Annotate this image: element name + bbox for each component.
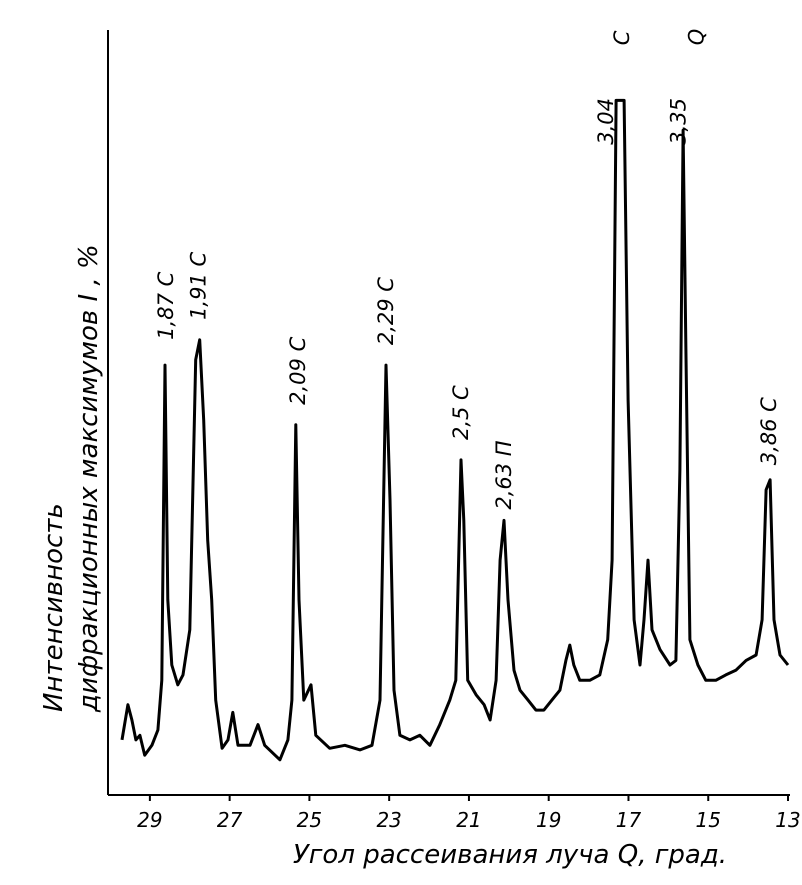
peak-label: 2,63 П [492,440,516,509]
x-tick-label: 25 [297,808,322,832]
x-tick-label: 21 [456,808,481,832]
y-axis-title: дифракционных максимумов I , % [74,244,104,713]
x-tick-label: 19 [536,808,561,832]
x-tick-label: 23 [376,808,401,832]
x-tick-label: 29 [137,808,162,832]
peak-label: 3,35 [667,98,691,145]
peak-label: 2,29 C [374,277,398,345]
peak-label: 3,04 [594,98,618,145]
peak-label: 1,91 C [187,252,211,320]
peak-label: Q [684,29,708,46]
data-line [120,98,790,762]
x-tick-label: 13 [775,808,800,832]
peak-label: C [610,30,634,45]
peak-label: 2,5 C [449,385,473,440]
peak-label: 2,09 C [286,336,310,404]
peak-label: 3,86 C [757,397,781,465]
x-axis-title: Угол рассеивания луча Q, град. [293,840,727,870]
x-tick-label: 27 [217,808,243,832]
peak-label: 1,87 C [154,271,178,339]
y-axis-title: Интенсивность [39,503,69,712]
x-tick-label: 15 [696,808,721,832]
x-tick-label: 17 [616,808,642,832]
